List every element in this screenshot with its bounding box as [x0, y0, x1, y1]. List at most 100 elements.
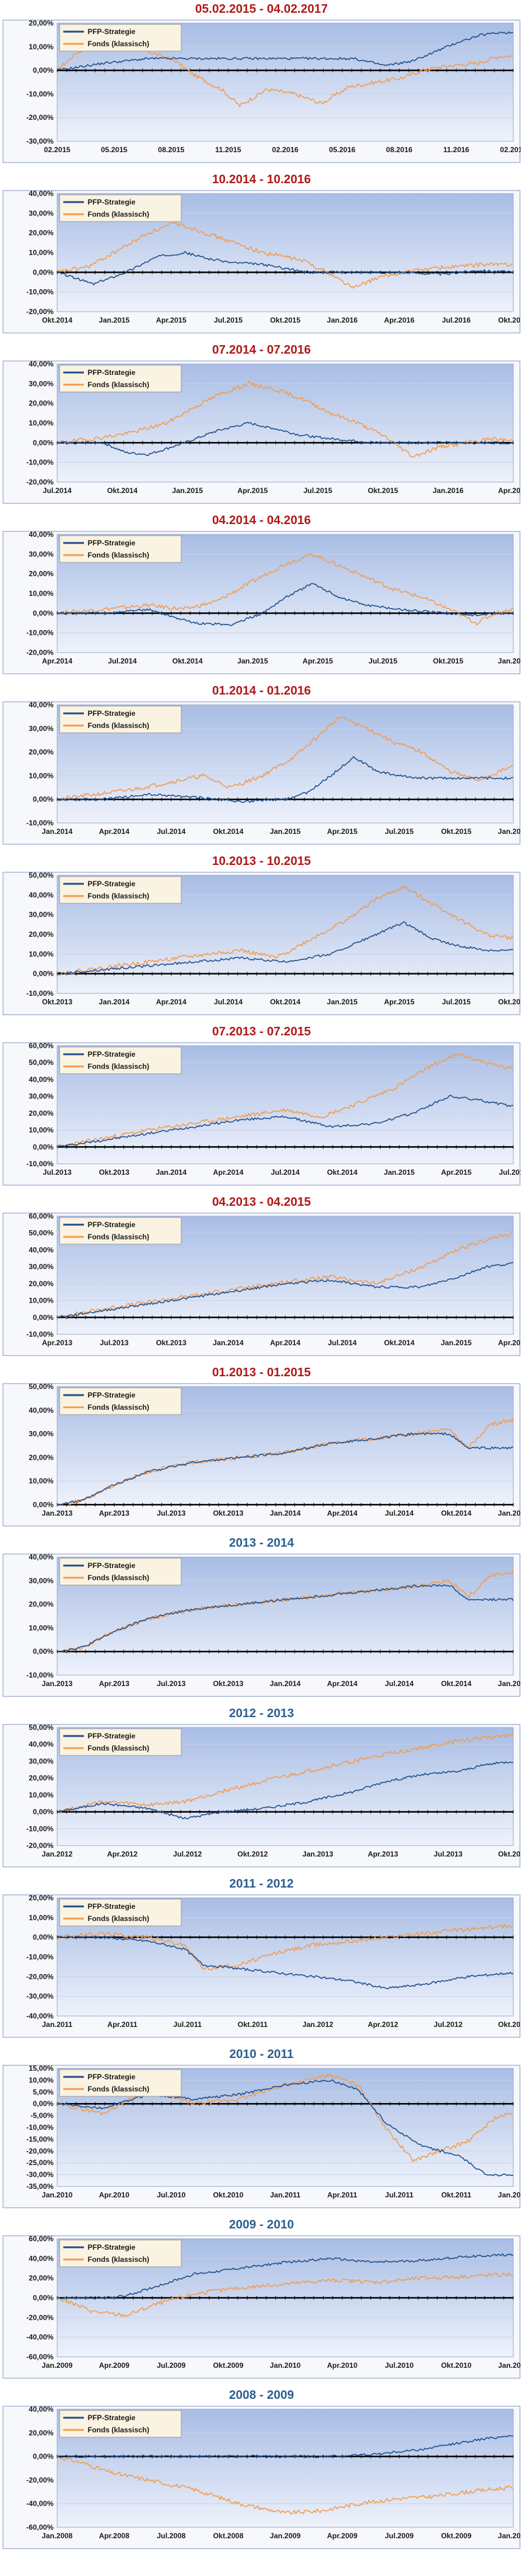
- x-tick-label: Jan.2014: [270, 1509, 301, 1517]
- x-tick-label: Jan.2012: [498, 2191, 521, 2199]
- y-tick-label: -20,00%: [26, 307, 54, 316]
- legend-label-fonds: Fonds (klassisch): [88, 210, 149, 219]
- y-tick-label: 20,00%: [29, 399, 54, 408]
- series-line-fonds: [57, 1418, 514, 1507]
- y-tick-label: 0,00%: [33, 66, 54, 75]
- x-tick-label: Jan.2015: [384, 1168, 415, 1177]
- y-tick-label: 0,00%: [33, 2452, 54, 2461]
- y-tick-label: 30,00%: [29, 1757, 54, 1765]
- x-tick-label: Jul.2015: [369, 657, 398, 665]
- x-tick-label: Apr.2014: [156, 998, 186, 1006]
- x-tick-label: Apr.2009: [99, 2361, 130, 2370]
- series-line-strategie: [57, 1262, 514, 1319]
- y-tick-label: 0,00%: [33, 970, 54, 978]
- y-tick-label: 0,00%: [33, 1933, 54, 1942]
- y-tick-label: -20,00%: [26, 478, 54, 486]
- legend: [59, 24, 182, 52]
- x-tick-label: Apr.2014: [327, 1509, 358, 1517]
- x-tick-label: Jul.2015: [303, 486, 333, 495]
- line-chart: 15,00% 10,00% 5,00% 0,00% -5,00% -10,00% -15,0…: [2, 2065, 521, 2208]
- x-tick-label: 02.2015: [44, 145, 71, 154]
- x-tick-label: Jan.2016: [498, 827, 521, 836]
- y-tick-label: -60,00%: [26, 2353, 54, 2361]
- x-tick-label: Apr.2013: [368, 1850, 398, 1858]
- x-tick-label: Jan.2016: [327, 316, 358, 324]
- x-tick-label: Jan.2012: [42, 1850, 73, 1858]
- line-chart: 20,00%10,00%0,00%-10,00%-20,00%-30,00%02…: [2, 19, 521, 163]
- legend-label-fonds: Fonds (klassisch): [88, 2085, 149, 2093]
- x-tick-label: Apr.2015: [384, 998, 414, 1006]
- x-tick-label: Okt.2012: [237, 1850, 268, 1858]
- chart-title: 2009 - 2010: [229, 2218, 294, 2231]
- y-tick-label: 50,00%: [29, 1383, 54, 1391]
- x-tick-label: Jan.2015: [327, 998, 358, 1006]
- y-tick-label: -30,00%: [26, 1992, 54, 2001]
- x-tick-label: Jul.2014: [328, 1339, 357, 1347]
- series-line-fonds: [57, 381, 514, 458]
- line-chart: 60,00% 40,00% 20,00% 0,00% -20,00% -40,00% -60…: [2, 2235, 521, 2379]
- series-line-strategie: [57, 1761, 514, 1819]
- x-tick-label: Jan.2009: [42, 2361, 73, 2370]
- y-tick-label: 20,00%: [29, 1453, 54, 1461]
- series-line-strategie: [57, 31, 514, 71]
- x-tick-label: Okt.2013: [498, 1850, 521, 1858]
- x-tick-label: 11.2016: [443, 145, 469, 154]
- y-tick-label: 20,00%: [29, 570, 54, 578]
- series-line-strategie: [57, 2079, 514, 2177]
- x-tick-label: Jul.2015: [442, 998, 471, 1006]
- x-tick-label: Okt.2011: [238, 2020, 268, 2029]
- chart-title: 10.2013 - 10.2015: [212, 855, 311, 868]
- y-tick-label: 40,00%: [29, 360, 54, 368]
- y-tick-label: -5,00%: [30, 2112, 54, 2120]
- chart-panel: 05.02.2015 - 04.02.2017 20,00% 10,00% 0,00%…: [0, 0, 523, 170]
- x-tick-label: Apr.2011: [327, 2191, 358, 2199]
- y-tick-label: 10,00%: [29, 1623, 54, 1632]
- legend: [59, 365, 182, 393]
- x-tick-label: Okt.2013: [99, 1168, 130, 1177]
- legend-label-strategie: PFP-Strategie: [88, 368, 136, 377]
- chart-title: 04.2013 - 04.2015: [212, 1195, 311, 1209]
- legend-label-strategie: PFP-Strategie: [88, 1220, 136, 1229]
- chart-panel: 2011 - 2012 20,00% 10,00% 0,00% -10,00% -20,0…: [0, 1875, 523, 2045]
- x-tick-label: Jul.2013: [157, 1679, 186, 1688]
- y-tick-label: 60,00%: [29, 1042, 54, 1050]
- y-tick-label: -10,00%: [26, 819, 54, 827]
- x-tick-label: Okt.2010: [441, 2361, 471, 2370]
- y-tick-label: 20,00%: [29, 748, 54, 757]
- series-line-fonds: [57, 221, 514, 289]
- x-tick-label: Jul.2012: [434, 2020, 463, 2029]
- line-chart: 50,00%40,00%30,00%20,00%10,00%0,00%Jan.2…: [2, 1383, 521, 1527]
- x-tick-label: Okt.2009: [213, 2361, 243, 2370]
- y-tick-label: 0,00%: [33, 795, 54, 803]
- y-tick-label: -40,00%: [26, 2499, 54, 2508]
- y-tick-label: 30,00%: [29, 379, 54, 388]
- x-tick-label: Jan.2008: [42, 2532, 73, 2540]
- legend-label-fonds: Fonds (klassisch): [88, 1744, 149, 1752]
- chart-title: 2010 - 2011: [229, 2048, 294, 2061]
- y-tick-label: 10,00%: [29, 589, 54, 598]
- y-tick-label: 5,00%: [33, 2088, 54, 2096]
- chart-panel: 01.2014 - 01.2016 40,00% 30,00% 20,00% 10,00…: [0, 682, 523, 852]
- x-tick-label: Okt.2014: [384, 1339, 414, 1347]
- x-tick-label: Apr.2014: [213, 1168, 243, 1177]
- chart-title: 2008 - 2009: [229, 2389, 294, 2402]
- x-tick-label: Okt.2012: [498, 2020, 521, 2029]
- x-tick-label: Apr.2015: [441, 1168, 471, 1177]
- line-chart: 40,00% 30,00% 20,00% 10,00% 0,00% -10,00% -20,…: [2, 190, 521, 334]
- chart-title: 07.2014 - 07.2016: [212, 343, 311, 357]
- y-tick-label: -10,00%: [26, 629, 54, 637]
- y-tick-label: 10,00%: [29, 1297, 54, 1305]
- legend-label-strategie: PFP-Strategie: [88, 1732, 136, 1740]
- chart-title: 05.02.2015 - 04.02.2017: [195, 2, 328, 16]
- y-tick-label: -60,00%: [26, 2523, 54, 2532]
- y-tick-label: 60,00%: [29, 1213, 54, 1220]
- x-tick-label: Jan.2015: [441, 1339, 472, 1347]
- x-tick-label: 08.2016: [386, 145, 413, 154]
- y-tick-label: 0,00%: [33, 268, 54, 276]
- chart-panel: 01.2013 - 01.2015 50,00% 40,00% 30,00% 20,00…: [0, 1363, 523, 1534]
- x-tick-label: Okt.2015: [368, 486, 398, 495]
- y-tick-label: 20,00%: [29, 930, 54, 939]
- y-tick-label: 50,00%: [29, 872, 54, 880]
- x-tick-label: Apr.2008: [99, 2532, 130, 2540]
- x-tick-label: Apr.2013: [99, 1679, 130, 1688]
